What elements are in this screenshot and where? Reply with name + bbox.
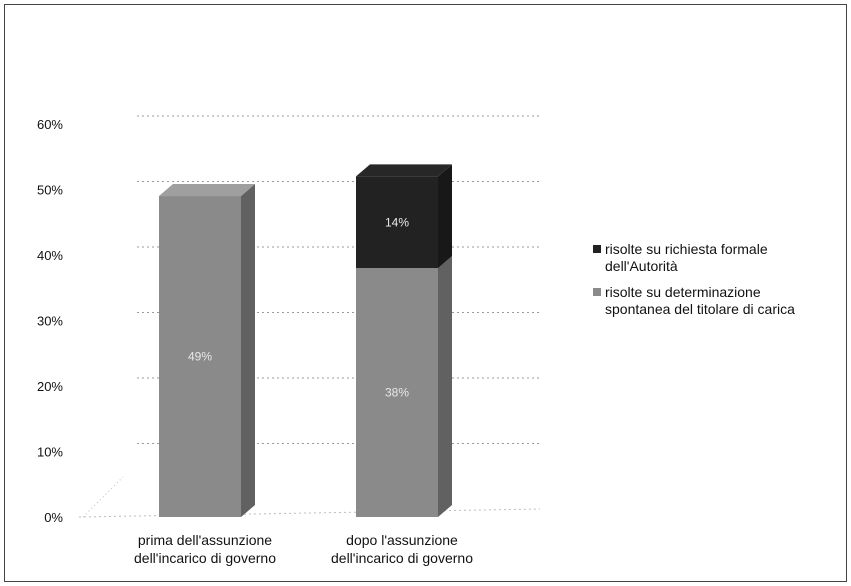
bar-front xyxy=(356,268,438,517)
y-tick-label: 60% xyxy=(37,117,63,132)
baseline xyxy=(78,508,541,518)
labels: 49% prima dell'assunzione dell'incarico di… xyxy=(134,215,473,566)
bar-top xyxy=(356,164,452,177)
legend-swatch xyxy=(593,288,601,296)
bar-side xyxy=(438,164,452,269)
data-label: 14% xyxy=(385,215,409,229)
data-label: 49% xyxy=(188,350,212,364)
bar-segment xyxy=(159,184,255,518)
legend-swatch xyxy=(593,245,601,253)
bar-segment xyxy=(356,256,452,517)
y-tick-label: 50% xyxy=(37,183,63,198)
chart-frame: 0% 10% 20% 30% 40% 50% 60% 49% prima dell'assun… xyxy=(4,4,847,582)
category-label: dell'incarico di governo xyxy=(331,550,473,566)
data-label: 38% xyxy=(385,386,409,400)
bar-front xyxy=(159,196,241,518)
bar-top xyxy=(159,184,255,197)
y-tick-label: 40% xyxy=(37,248,63,263)
y-axis: 0% 10% 20% 30% 40% 50% 60% xyxy=(37,117,63,525)
bar-side xyxy=(438,256,452,517)
bar-side xyxy=(241,184,255,518)
category-label: dell'incarico di governo xyxy=(134,550,276,566)
legend-label: risolte su determinazione spontanea del … xyxy=(605,284,795,317)
bar-front xyxy=(356,176,438,269)
bar-segment xyxy=(356,164,452,269)
legend-label: risolte su richiesta formale dell'Autori… xyxy=(605,241,768,274)
y-tick-label: 20% xyxy=(37,379,63,394)
y-tick-label: 10% xyxy=(37,445,63,460)
legend: risolte su richiesta formale dell'Autori… xyxy=(593,241,843,327)
bars xyxy=(159,164,452,518)
chart-plot: 0% 10% 20% 30% 40% 50% 60% 49% prima dell'assun… xyxy=(37,115,541,566)
y-tick-label: 0% xyxy=(44,510,63,525)
y-tick-label: 30% xyxy=(37,314,63,329)
category-label: prima dell'assunzione xyxy=(138,532,272,548)
category-label: dopo l'assunzione xyxy=(346,532,458,548)
legend-item: risolte su determinazione spontanea del … xyxy=(593,284,843,318)
axis-depth-line xyxy=(82,476,124,518)
legend-item: risolte su richiesta formale dell'Autori… xyxy=(593,241,843,275)
gridlines xyxy=(78,115,541,518)
